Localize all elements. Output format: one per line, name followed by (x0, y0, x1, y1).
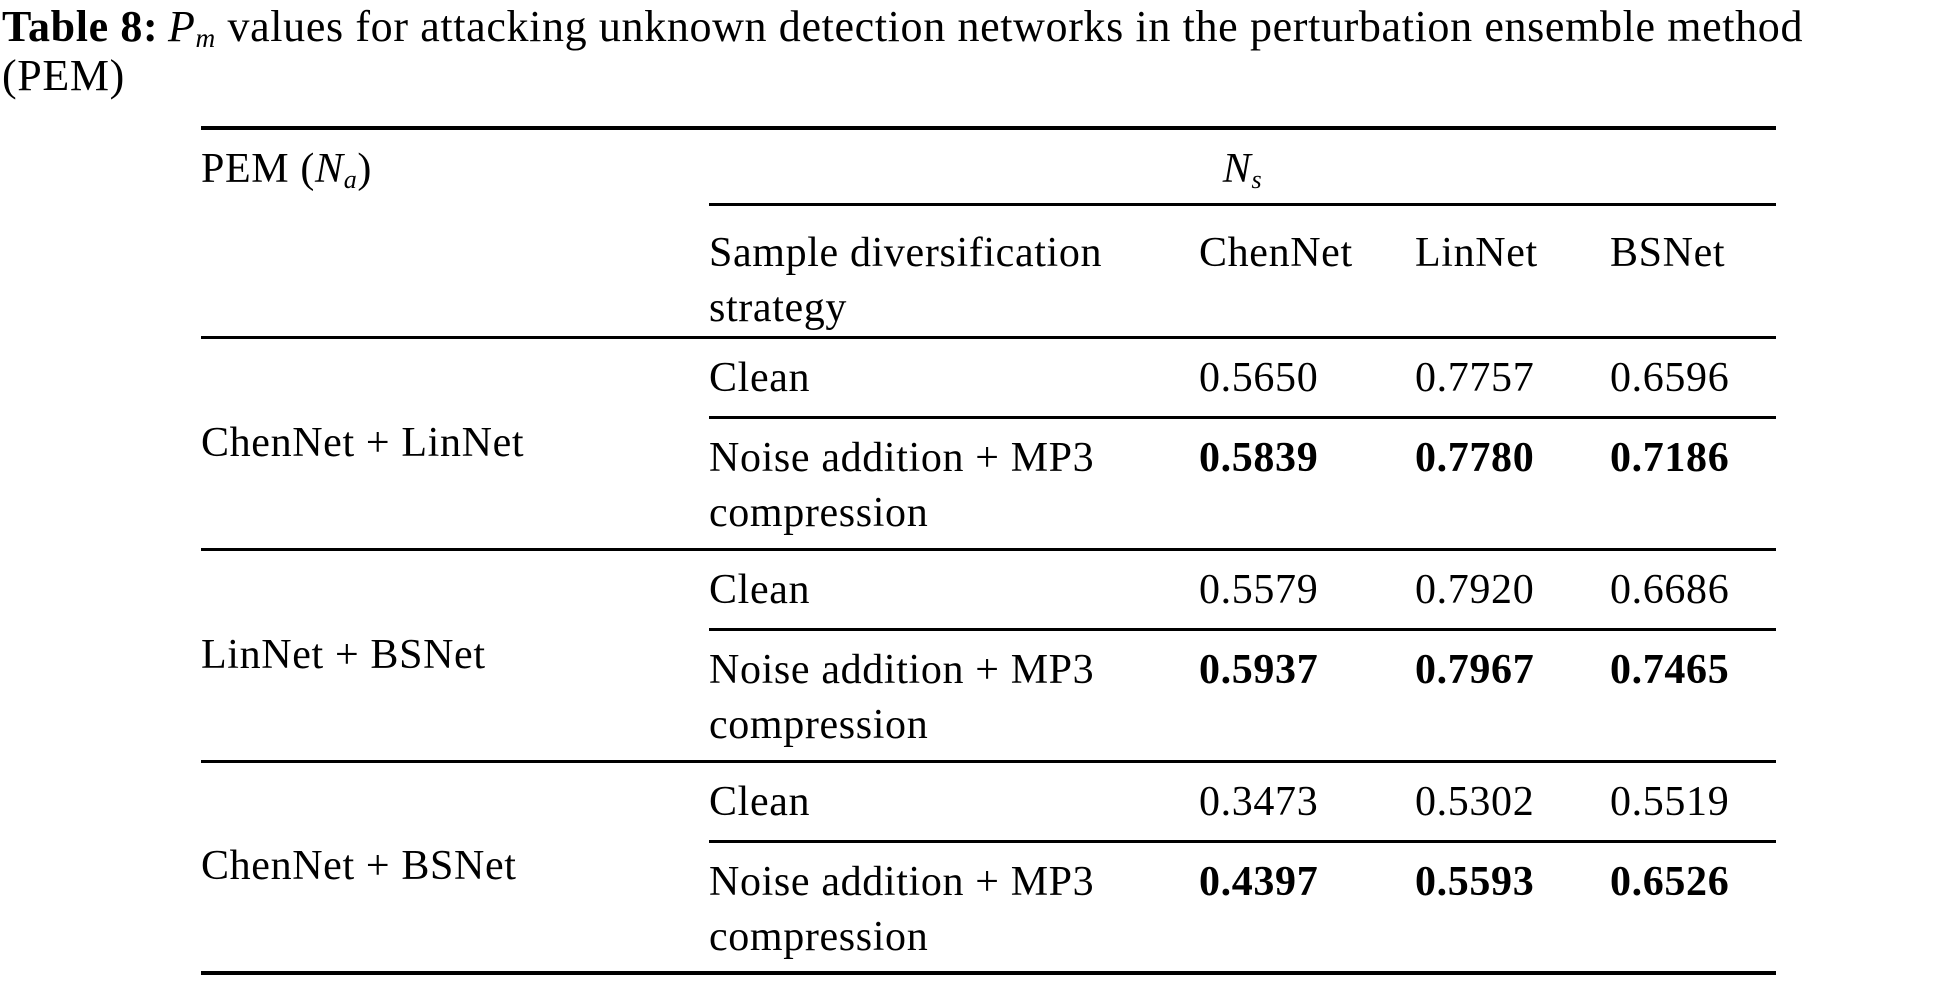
group-label: ChenNet + BSNet (201, 761, 709, 975)
value-cell: 0.3473 (1199, 761, 1415, 843)
value-cell: 0.5302 (1415, 761, 1610, 843)
caption-text: values for attacking unknown detection n… (215, 2, 1804, 51)
strategy-cell: Clean (709, 761, 1199, 843)
table-row: LinNet + BSNet Clean 0.5579 0.7920 0.6686 (201, 549, 1776, 763)
strategy-cell: Noise addition + MP3 compression (709, 417, 1199, 551)
table-row: Noise addition + MP3 compression 0.5937 0.… (201, 629, 1776, 763)
ns-span-header: Ns (709, 128, 1776, 206)
ns-header-subscript: s (1251, 164, 1263, 194)
table-row: ChenNet + LinNet Clean 0.5650 0.7757 0.6596 (201, 337, 1776, 551)
value-cell: 0.5593 (1415, 841, 1610, 975)
strategy-cell: Noise addition + MP3 compression (709, 841, 1199, 975)
table-caption: Table 8: Pm values for attacking unknown … (2, 2, 1952, 100)
value-cell: 0.7920 (1415, 549, 1610, 631)
table-body: ChenNet + LinNet Clean 0.5650 0.7757 0.6596 N… (201, 337, 1776, 975)
caption-symbol: P (167, 2, 196, 51)
value-cell: 0.6526 (1610, 841, 1776, 975)
ns-header-var: N (1222, 146, 1252, 192)
value-cell: 0.5579 (1199, 549, 1415, 631)
caption-symbol-subscript: m (195, 23, 216, 53)
group-label: ChenNet + LinNet (201, 337, 709, 551)
value-cell: 0.7757 (1415, 337, 1610, 419)
group-label: LinNet + BSNet (201, 549, 709, 763)
column-header-bsnet: BSNet (1610, 204, 1776, 339)
value-cell: 0.6596 (1610, 337, 1776, 419)
value-cell: 0.5650 (1199, 337, 1415, 419)
value-cell: 0.5937 (1199, 629, 1415, 763)
pem-header-text: PEM ( (201, 146, 316, 192)
caption-line2: (PEM) (2, 51, 125, 100)
pem-na-header: PEM (Na) (201, 128, 709, 339)
pem-header-subscript: a (343, 164, 358, 194)
table-row: Noise addition + MP3 compression 0.5839 0.… (201, 417, 1776, 551)
value-cell: 0.7186 (1610, 417, 1776, 551)
table-row: ChenNet + BSNet Clean 0.3473 0.5302 0.5519 (201, 761, 1776, 975)
strategy-cell: Clean (709, 337, 1199, 419)
value-cell: 0.7780 (1415, 417, 1610, 551)
value-cell: 0.7967 (1415, 629, 1610, 763)
value-cell: 0.7465 (1610, 629, 1776, 763)
strategy-cell: Clean (709, 549, 1199, 631)
strategy-cell: Noise addition + MP3 compression (709, 629, 1199, 763)
column-header-linnet: LinNet (1415, 204, 1610, 339)
header-row-sub: Sample diversification strategy ChenNet … (201, 204, 1776, 339)
column-header-chennet: ChenNet (1199, 204, 1415, 339)
value-cell: 0.5839 (1199, 417, 1415, 551)
pem-header-close: ) (357, 146, 372, 192)
column-header-strategy: Sample diversification strategy (709, 204, 1199, 339)
table-row: Noise addition + MP3 compression 0.4397 0.… (201, 841, 1776, 975)
value-cell: 0.6686 (1610, 549, 1776, 631)
header-row-top: PEM (Na) Ns (201, 128, 1776, 339)
value-cell: 0.5519 (1610, 761, 1776, 843)
pem-header-var: N (315, 146, 344, 192)
value-cell: 0.4397 (1199, 841, 1415, 975)
results-table: PEM (Na) Ns Sample diversification strat… (201, 126, 1776, 975)
caption-label: Table 8: (2, 2, 159, 51)
